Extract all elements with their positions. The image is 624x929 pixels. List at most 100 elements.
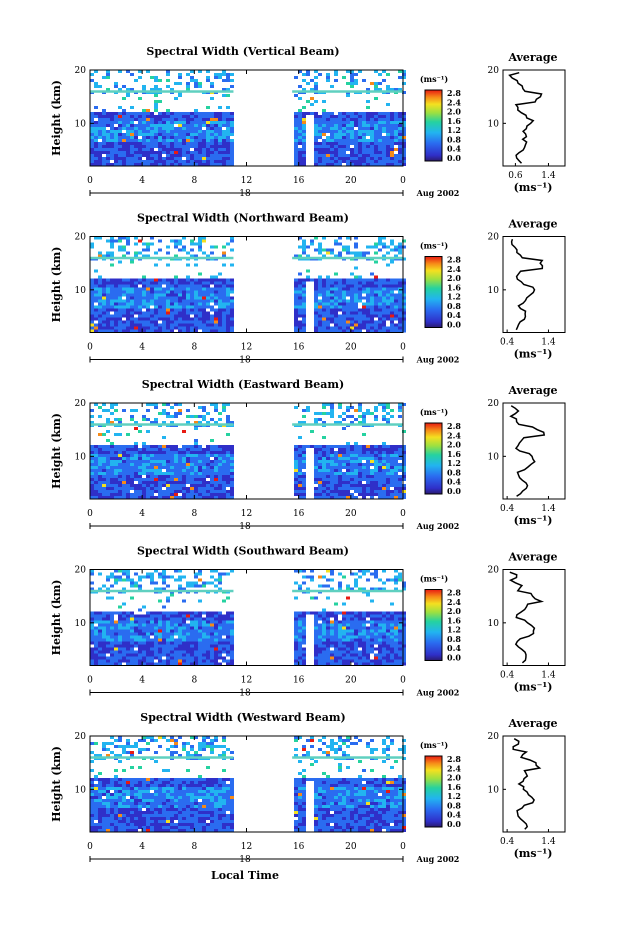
- heatmap-cell: [358, 620, 362, 624]
- heatmap-cell: [318, 121, 322, 124]
- heatmap-cell: [362, 620, 366, 624]
- heatmap-cell: [342, 323, 346, 327]
- average-profile-line: [508, 71, 543, 164]
- heatmap-cell: [206, 118, 210, 121]
- heatmap-cell: [326, 317, 330, 321]
- heatmap-cell: [294, 472, 298, 475]
- heatmap-cell: [134, 632, 138, 636]
- heatmap-cell: [362, 478, 366, 481]
- heatmap-cell: [146, 478, 150, 481]
- heatmap-cell: [366, 151, 370, 154]
- heatmap-cell: [370, 145, 374, 148]
- heatmap-cell: [338, 572, 342, 576]
- heatmap-cell: [150, 130, 154, 133]
- heatmap-cell: [190, 136, 194, 139]
- heatmap-cell: [334, 421, 338, 424]
- heatmap-cell: [138, 239, 142, 243]
- heatmap-cell: [106, 481, 110, 484]
- heatmap-cell: [142, 496, 146, 499]
- heatmap-cell: [294, 329, 298, 333]
- heatmap-cell: [198, 124, 202, 127]
- heatmap-cell: [138, 623, 142, 627]
- heatmap-cell: [294, 287, 298, 291]
- heatmap-cell: [114, 151, 118, 154]
- heatmap-cell: [110, 133, 114, 136]
- heatmap-cell: [110, 299, 114, 303]
- heatmap-cell: [342, 287, 346, 291]
- heatmap-cell: [314, 130, 318, 133]
- heatmap-cell: [110, 487, 114, 490]
- heatmap-cell: [394, 245, 398, 249]
- heatmap-cell: [302, 611, 306, 615]
- heatmap-cell: [162, 314, 166, 318]
- heatmap-cell: [122, 587, 126, 591]
- heatmap-cell: [334, 602, 338, 606]
- heatmap-cell: [138, 638, 142, 642]
- heatmap-cell: [346, 160, 350, 163]
- heatmap-cell: [134, 154, 138, 157]
- heatmap-cell: [194, 145, 198, 148]
- colorbar-tick-label: 0.8: [447, 134, 461, 144]
- heatmap-cell: [142, 481, 146, 484]
- heatmap-cell: [394, 127, 398, 130]
- heatmap-cell: [118, 466, 122, 469]
- heatmap-cell: [194, 463, 198, 466]
- heatmap-cell: [158, 157, 162, 160]
- heatmap-cell: [98, 157, 102, 160]
- heatmap-cell: [318, 320, 322, 324]
- heatmap-cell: [334, 475, 338, 478]
- heatmap-cell: [150, 448, 154, 451]
- heatmap-cell: [222, 70, 226, 73]
- heatmap-cell: [390, 317, 394, 321]
- heatmap-cell: [106, 160, 110, 163]
- heatmap-cell: [326, 305, 330, 309]
- heatmap-cell: [210, 97, 214, 100]
- heatmap-cell: [170, 611, 174, 615]
- heatmap-cell: [294, 157, 298, 160]
- heatmap-cell: [402, 302, 406, 306]
- heatmap-cell: [194, 296, 198, 300]
- heatmap-cell: [222, 305, 226, 309]
- heatmap-cell: [354, 121, 358, 124]
- heatmap-cell: [90, 490, 94, 493]
- heatmap-cell: [386, 406, 390, 409]
- heatmap-cell: [194, 496, 198, 499]
- heatmap-cell: [98, 626, 102, 630]
- heatmap-cell: [110, 632, 114, 636]
- heatmap-cell: [222, 460, 226, 463]
- heatmap-cell: [226, 457, 230, 460]
- heatmap-cell: [198, 623, 202, 627]
- heatmap-cell: [402, 299, 406, 303]
- heatmap-cell: [302, 451, 306, 454]
- heatmap-cell: [158, 617, 162, 621]
- heatmap-cell: [346, 245, 350, 249]
- heatmap-cell: [334, 326, 338, 330]
- heatmap-cell: [190, 457, 194, 460]
- heatmap-cell: [370, 290, 374, 294]
- heatmap-cell: [374, 463, 378, 466]
- heatmap-cell: [210, 112, 214, 115]
- heatmap-cell: [230, 124, 234, 127]
- heatmap-cell: [334, 148, 338, 151]
- heatmap-cell: [310, 578, 314, 582]
- heatmap-cell: [374, 575, 378, 579]
- heatmap-cell: [294, 326, 298, 330]
- heatmap-cell: [150, 403, 154, 406]
- heatmap-cell: [334, 623, 338, 627]
- heatmap-cell: [350, 445, 354, 448]
- heatmap-cell: [190, 121, 194, 124]
- heatmap-cell: [182, 320, 186, 324]
- heatmap-cell: [162, 478, 166, 481]
- heatmap-cell: [230, 302, 234, 306]
- heatmap-cell: [378, 587, 382, 591]
- heatmap-cell: [138, 481, 142, 484]
- heatmap-cell: [222, 620, 226, 624]
- heatmap-cell: [134, 620, 138, 624]
- heatmap-cell: [318, 326, 322, 330]
- heatmap-cell: [138, 127, 142, 130]
- heatmap-cell: [394, 88, 398, 91]
- heatmap-cell: [174, 484, 178, 487]
- heatmap-cell: [402, 620, 406, 624]
- heatmap-cell: [190, 302, 194, 306]
- heatmap-cell: [98, 448, 102, 451]
